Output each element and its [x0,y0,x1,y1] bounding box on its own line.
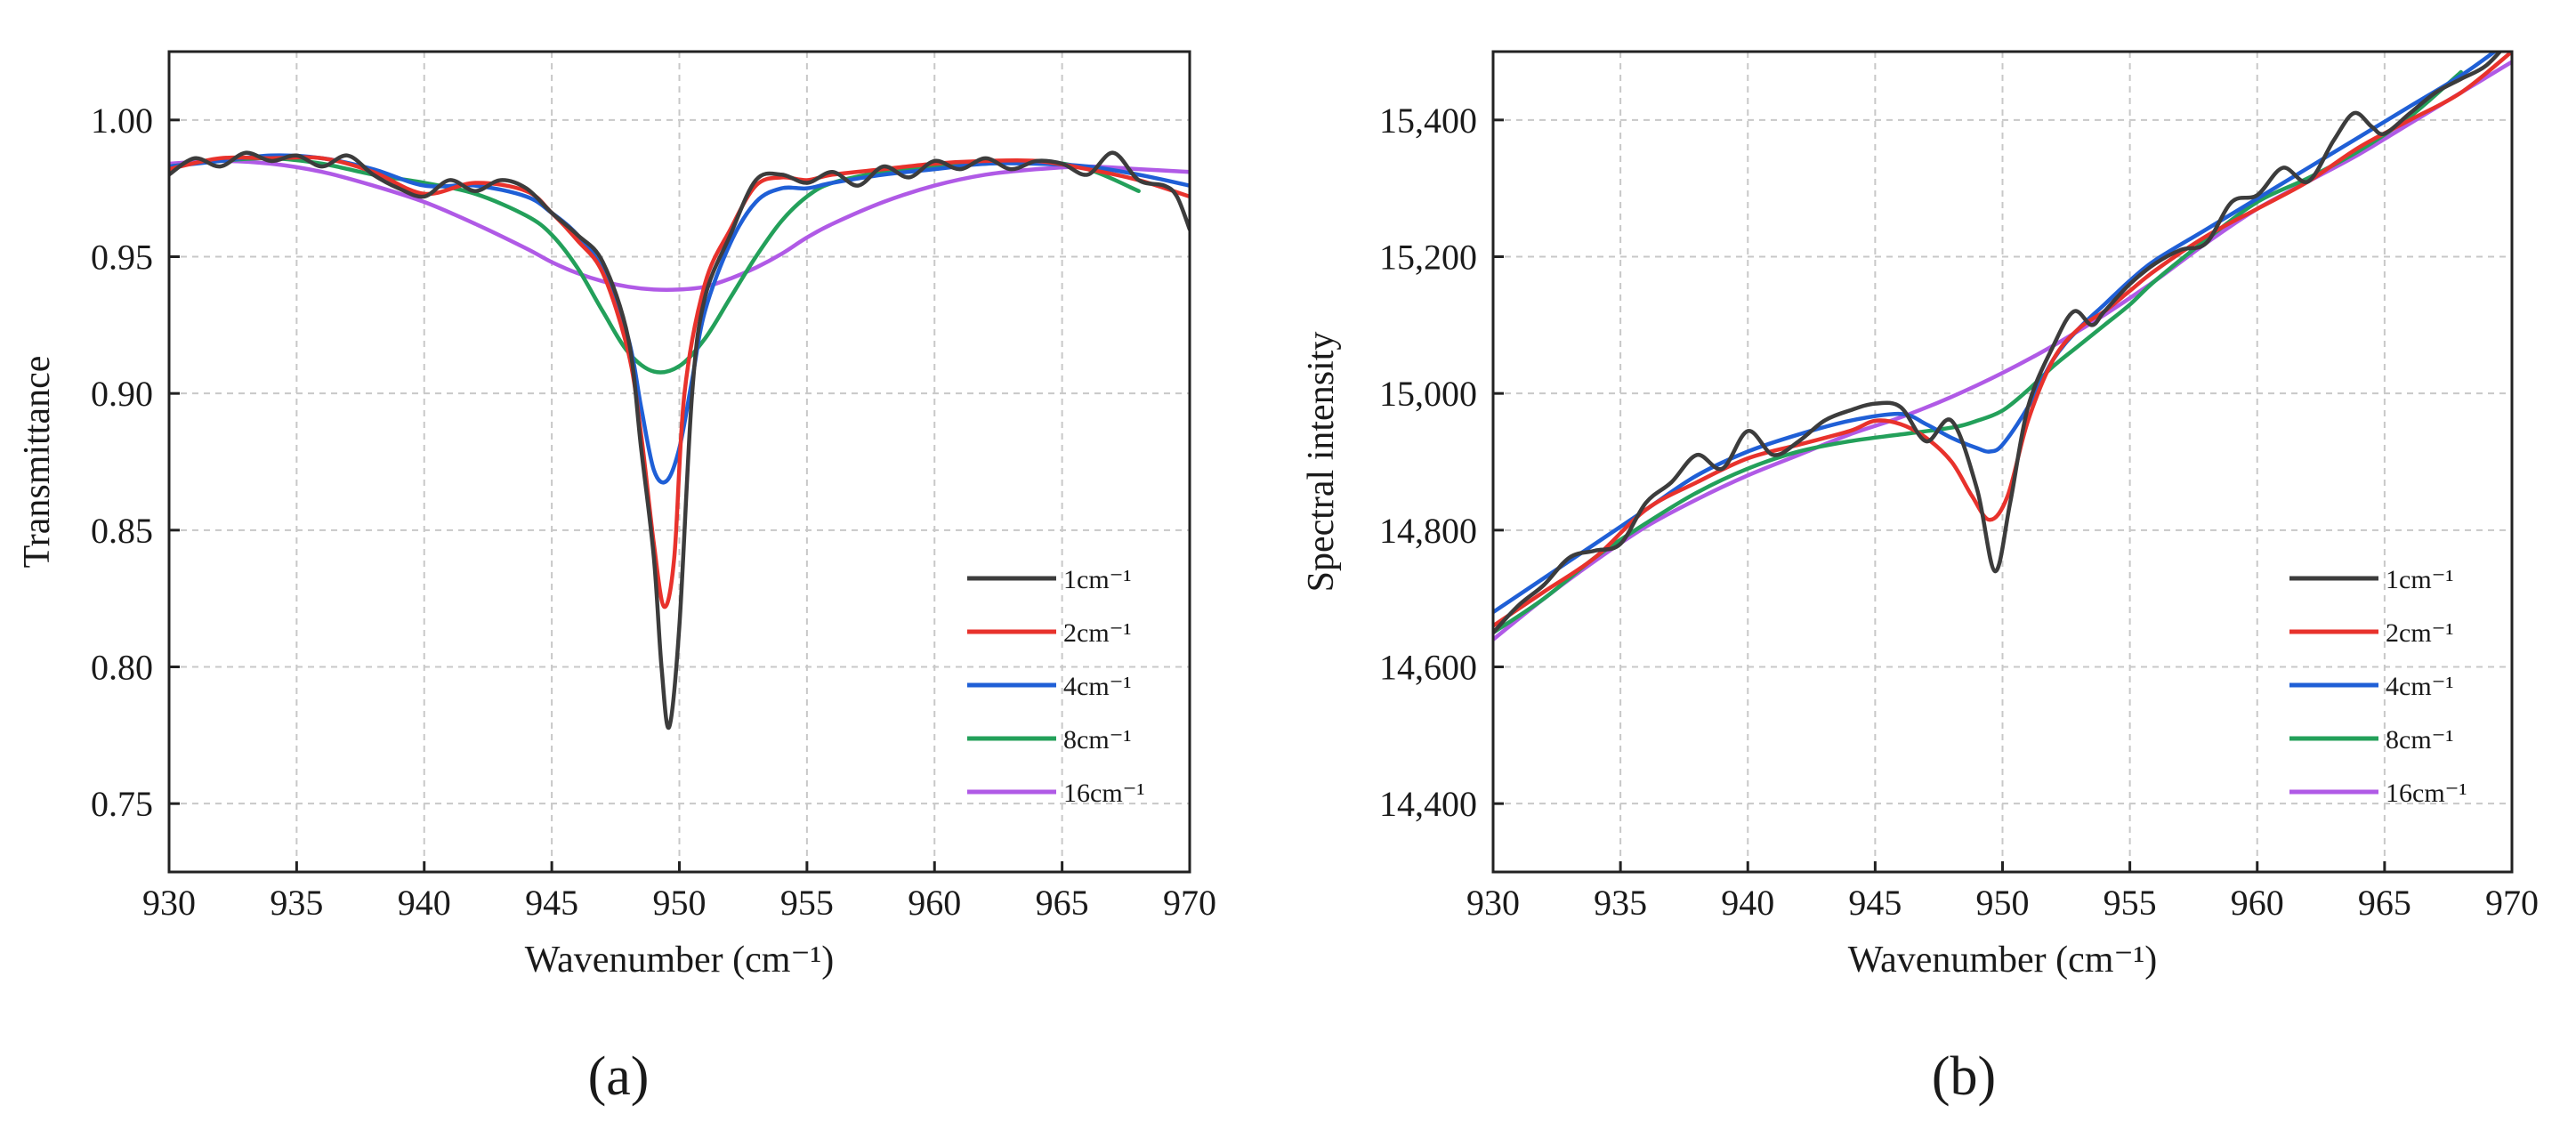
series-line-2cm-b [1493,52,2512,628]
x-tick-label-b: 950 [1976,883,2030,923]
series-line-1cm-b [1493,52,2503,635]
series-line-8cm-b [1493,69,2463,635]
legend-label-16cm-b: 16cm⁻¹ [2386,779,2467,808]
legend-label-2cm-b: 2cm⁻¹ [2386,618,2453,648]
series-a [169,150,1190,730]
series-line-4cm-b [1493,52,2499,615]
x-tick-label-a: 955 [780,883,834,923]
legend-label-8cm-b: 8cm⁻¹ [2386,725,2453,755]
y-tick-label-a: 1.00 [91,101,153,141]
grid-b [1493,52,2512,872]
legend-label-4cm-a: 4cm⁻¹ [1063,672,1131,701]
x-tick-label-b: 935 [1594,883,1647,923]
y-tick-label-a: 0.85 [91,511,153,551]
y-tick-label-b: 14,600 [1379,648,1477,688]
x-tick-label-a: 935 [270,883,323,923]
y-tick-label-a: 0.75 [91,784,153,824]
x-tick-label-b: 955 [2104,883,2157,923]
legend-label-8cm-a: 8cm⁻¹ [1063,725,1131,755]
x-tick-label-a: 930 [142,883,196,923]
series-b [1493,52,2512,642]
x-axis-title-a: Wavenumber (cm⁻¹) [525,940,834,981]
x-tick-label-a: 965 [1036,883,1089,923]
chart-b-spectral-intensity: 930 935 940 945 950 955 960 965 970 14,400 14,600… [1301,50,2539,1107]
y-ticks-b: 14,400 14,600 14,800 15,000 15,200 15,400 [1379,101,1504,824]
y-tick-label-b: 14,400 [1379,784,1477,824]
legend-b: 1cm⁻¹ 2cm⁻¹ 4cm⁻¹ 8cm⁻¹ 16cm⁻¹ [2289,565,2467,808]
legend-label-16cm-a: 16cm⁻¹ [1063,779,1144,808]
x-ticks-b: 930 935 940 945 950 955 960 965 970 [1466,861,2539,923]
y-ticks-a: 0.75 0.80 0.85 0.90 0.95 1.00 [91,101,180,824]
y-tick-label-a: 0.80 [91,648,153,688]
panel-label-a: (a) [588,1046,650,1107]
panel-label-b: (b) [1932,1046,1996,1107]
legend-label-4cm-b: 4cm⁻¹ [2386,672,2453,701]
x-tick-label-a: 940 [398,883,451,923]
series-line-16cm-a [169,158,1190,293]
x-tick-label-a: 950 [653,883,707,923]
x-tick-label-b: 940 [1721,883,1774,923]
x-ticks-a: 930 935 940 945 950 955 960 965 970 [142,861,1216,923]
x-tick-label-b: 945 [1848,883,1902,923]
y-axis-title-a: Transmittance [17,356,58,569]
y-tick-label-b: 15,000 [1379,374,1477,414]
x-tick-label-b: 960 [2231,883,2284,923]
x-axis-title-b: Wavenumber (cm⁻¹) [1848,940,2157,981]
y-tick-label-b: 15,200 [1379,238,1477,278]
x-tick-label-a: 970 [1163,883,1216,923]
legend-label-1cm-b: 1cm⁻¹ [2386,565,2453,594]
series-line-4cm-a [169,153,1190,485]
x-tick-label-a: 960 [908,883,961,923]
chart-a-transmittance: 930 935 940 945 950 955 960 965 970 0.75 0.80 0.85… [17,50,1216,1107]
series-line-8cm-a [169,156,1141,375]
x-tick-label-b: 930 [1466,883,1520,923]
x-tick-label-b: 965 [2358,883,2411,923]
y-tick-label-a: 0.90 [91,374,153,414]
y-tick-label-b: 14,800 [1379,511,1477,551]
legend-label-2cm-a: 2cm⁻¹ [1063,618,1131,648]
y-tick-label-a: 0.95 [91,238,153,278]
legend-label-1cm-a: 1cm⁻¹ [1063,565,1131,594]
y-tick-label-b: 15,400 [1379,101,1477,141]
x-tick-label-b: 970 [2485,883,2539,923]
y-axis-title-b: Spectral intensity [1301,332,1342,593]
legend-a: 1cm⁻¹ 2cm⁻¹ 4cm⁻¹ 8cm⁻¹ 16cm⁻¹ [967,565,1144,808]
x-tick-label-a: 945 [525,883,578,923]
series-line-1cm-a [169,150,1190,730]
series-line-16cm-b [1493,60,2512,642]
